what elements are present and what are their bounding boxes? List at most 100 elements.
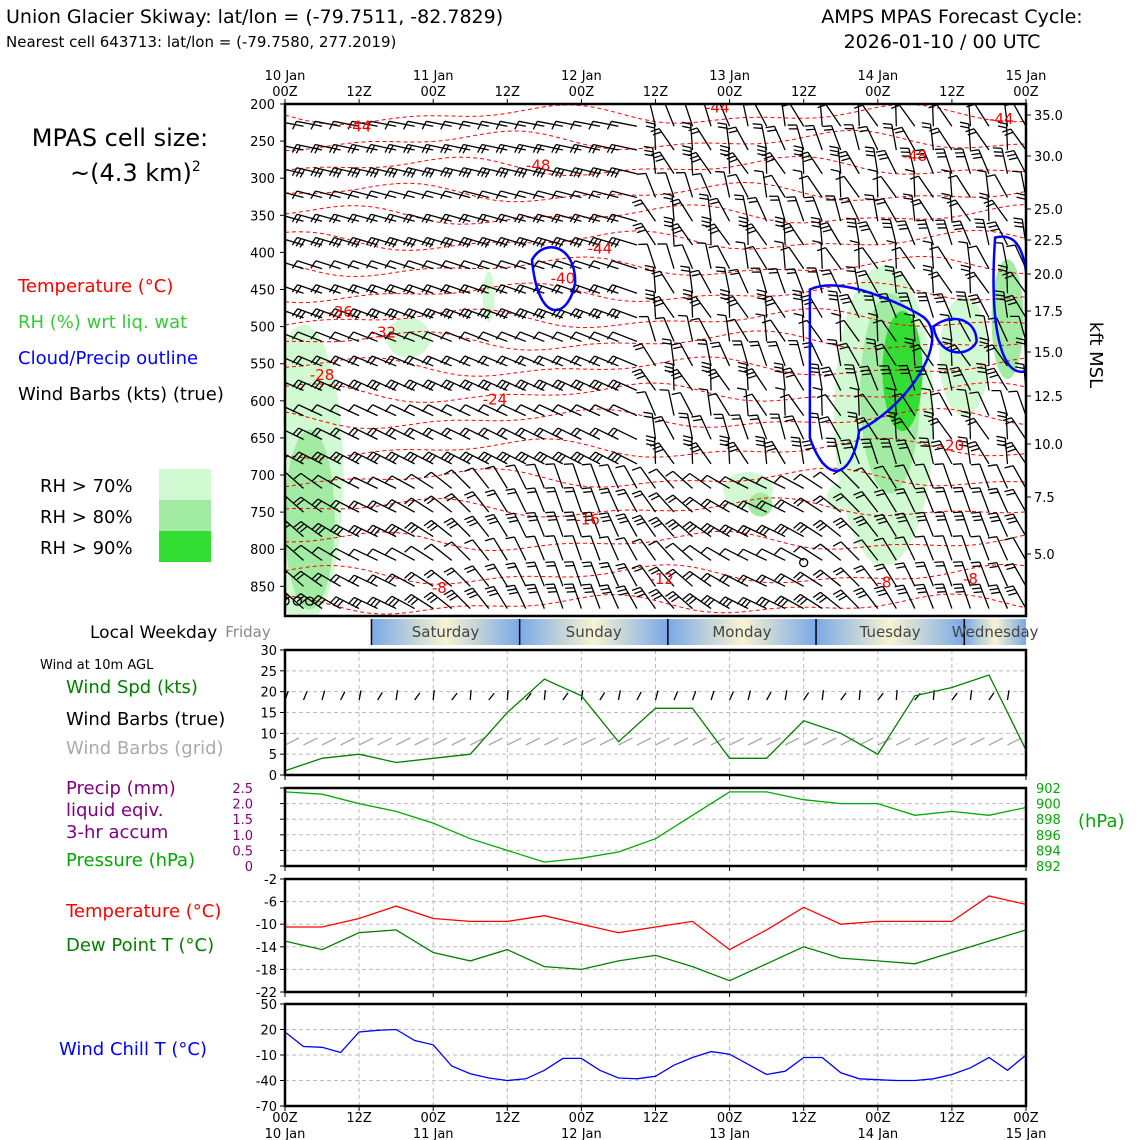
wind-barb <box>569 190 601 200</box>
wind-barb-shaft <box>430 591 453 610</box>
wind-barb <box>700 572 730 587</box>
wind-barb-flag <box>967 131 977 136</box>
wind-barb-shaft <box>936 417 953 440</box>
wind-barb-flag <box>785 374 795 378</box>
wind-barb-flag <box>347 451 355 460</box>
wind-barb-shaft <box>464 404 490 417</box>
wind-barb-flag <box>369 215 376 224</box>
wind-barb-flag <box>736 548 744 557</box>
wind-barb-shaft <box>639 515 657 537</box>
wind-barb-flag <box>384 121 390 130</box>
wind-barb-shaft <box>724 524 749 538</box>
wind-barb-flag <box>672 201 682 206</box>
wind-barb-flag <box>893 420 903 426</box>
wind-barb-flag <box>921 126 932 129</box>
wind-barb <box>347 355 378 367</box>
wind-barb-flag <box>595 311 603 320</box>
wind-barb-flag <box>278 239 283 247</box>
wind-barb <box>384 427 415 440</box>
wind-barb <box>291 284 323 294</box>
wind-barb-flag <box>610 238 617 247</box>
wind-barb-shaft <box>371 308 397 319</box>
wind-barb-flag <box>987 370 997 375</box>
cloud-outline <box>932 317 978 354</box>
wind-barb-flag <box>721 575 729 584</box>
wind-barb-shaft <box>482 284 508 294</box>
wind-barb-shaft <box>661 416 675 440</box>
wind-barb-flag <box>366 379 373 388</box>
wind-barb-shaft <box>763 315 768 342</box>
wind-barb <box>788 339 805 367</box>
wind-barb <box>581 487 601 513</box>
wind-barb-flag <box>592 285 599 294</box>
wind-barb-flag <box>664 361 674 366</box>
wind-barb-flag <box>989 515 999 519</box>
wind-barb-flag <box>853 247 863 252</box>
wind-barb-shaft <box>576 427 601 440</box>
wind-barb-shaft <box>285 262 304 270</box>
wind-barb-flag <box>645 439 655 443</box>
wind-barb-flag <box>507 491 517 495</box>
wind-barb-shaft <box>833 195 842 222</box>
wind-barb-shaft <box>315 308 341 319</box>
wind-barb-flag <box>996 435 1006 439</box>
wind-barb <box>755 435 768 464</box>
wind-barb <box>588 404 619 417</box>
wind-barb-flag <box>592 215 598 224</box>
wind-barb-flag <box>991 591 1001 595</box>
wind-barb-shaft <box>483 404 508 417</box>
wind-barb-flag <box>994 290 1004 293</box>
wind-barb-flag <box>495 404 503 413</box>
wind-barb-flag <box>774 547 782 555</box>
wind-barb-flag <box>989 374 999 379</box>
wind-barb-shaft <box>465 427 490 440</box>
wind-barb-flag <box>717 126 727 129</box>
wind-barb-flag <box>577 311 584 320</box>
wind-barb <box>545 583 564 609</box>
wind-barb-flag <box>645 289 655 293</box>
wind-barb-flag <box>720 292 730 297</box>
wind-barb-flag <box>545 561 555 564</box>
wind-barb <box>285 122 304 127</box>
wind-barb-shaft <box>728 147 731 174</box>
wind-barb-flag <box>765 444 775 448</box>
wind-barb-shaft <box>840 589 860 610</box>
wind-barb <box>384 167 415 178</box>
wind-barb-shaft <box>901 127 916 151</box>
wind-barb-flag <box>588 144 594 153</box>
wind-barb-shaft <box>572 583 583 609</box>
wind-barb-flag <box>890 104 900 109</box>
wind-barb-flag <box>798 175 808 180</box>
wind-barb-shaft <box>646 243 657 269</box>
wind-barb-shaft <box>538 284 564 294</box>
wind-barb-flag <box>927 417 937 423</box>
wind-barb <box>285 125 286 127</box>
wind-barb-shaft <box>978 149 990 175</box>
wind-barb <box>477 404 508 417</box>
wind-barb-flag <box>617 566 627 570</box>
wind-barb-flag <box>351 357 358 366</box>
wind-barb <box>615 465 638 489</box>
wind-barb-flag <box>1012 170 1022 173</box>
wind-barb-flag <box>429 524 439 532</box>
wind-barb-shaft <box>372 404 397 417</box>
wind-barb-flag <box>853 104 863 109</box>
wind-barb-flag <box>865 150 875 153</box>
wind-barb-shaft <box>761 524 786 538</box>
wind-barb-shaft <box>904 439 916 465</box>
wind-barb-flag <box>631 368 641 373</box>
wind-barb-flag <box>873 537 883 542</box>
wind-barb-shaft <box>334 308 360 319</box>
legend-precip-accum: 3-hr accum <box>66 822 168 843</box>
wind-barb-flag <box>464 491 473 496</box>
wind-barb-flag <box>886 240 896 244</box>
wind-barb-shaft <box>656 516 675 538</box>
wind-barb-flag <box>462 309 469 318</box>
wind-barb <box>934 583 953 609</box>
wind-barb-flag <box>898 519 908 523</box>
wind-barb <box>983 199 1009 222</box>
wind-barb-shaft <box>968 413 972 440</box>
wind-barb-shaft <box>371 355 397 367</box>
wind-barb <box>581 561 601 587</box>
wind-barb-flag <box>503 311 510 320</box>
